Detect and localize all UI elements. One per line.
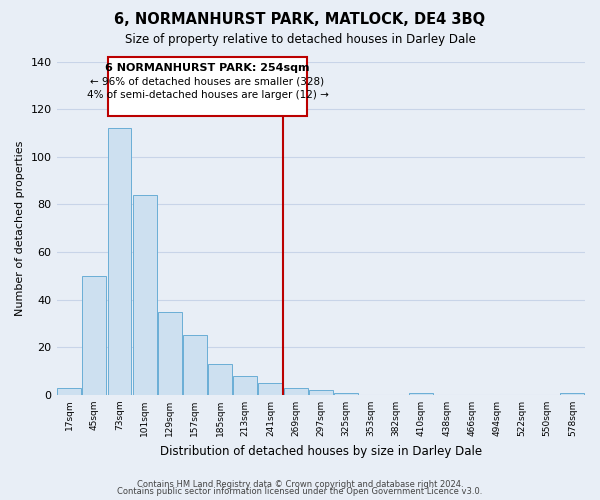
- Text: Contains HM Land Registry data © Crown copyright and database right 2024.: Contains HM Land Registry data © Crown c…: [137, 480, 463, 489]
- Bar: [208, 364, 232, 395]
- Bar: [183, 336, 207, 395]
- X-axis label: Distribution of detached houses by size in Darley Dale: Distribution of detached houses by size …: [160, 444, 482, 458]
- Bar: [259, 383, 283, 395]
- Bar: [409, 392, 433, 395]
- Text: Contains public sector information licensed under the Open Government Licence v3: Contains public sector information licen…: [118, 488, 482, 496]
- Text: 6 NORMANHURST PARK: 254sqm: 6 NORMANHURST PARK: 254sqm: [105, 62, 310, 72]
- Text: ← 96% of detached houses are smaller (328): ← 96% of detached houses are smaller (32…: [91, 77, 325, 87]
- FancyBboxPatch shape: [108, 56, 307, 116]
- Bar: [560, 392, 584, 395]
- Bar: [133, 195, 157, 395]
- Text: 6, NORMANHURST PARK, MATLOCK, DE4 3BQ: 6, NORMANHURST PARK, MATLOCK, DE4 3BQ: [115, 12, 485, 28]
- Text: Size of property relative to detached houses in Darley Dale: Size of property relative to detached ho…: [125, 32, 475, 46]
- Bar: [334, 392, 358, 395]
- Bar: [57, 388, 81, 395]
- Bar: [82, 276, 106, 395]
- Bar: [107, 128, 131, 395]
- Bar: [309, 390, 333, 395]
- Bar: [284, 388, 308, 395]
- Bar: [158, 312, 182, 395]
- Text: 4% of semi-detached houses are larger (12) →: 4% of semi-detached houses are larger (1…: [86, 90, 328, 100]
- Bar: [233, 376, 257, 395]
- Y-axis label: Number of detached properties: Number of detached properties: [15, 140, 25, 316]
